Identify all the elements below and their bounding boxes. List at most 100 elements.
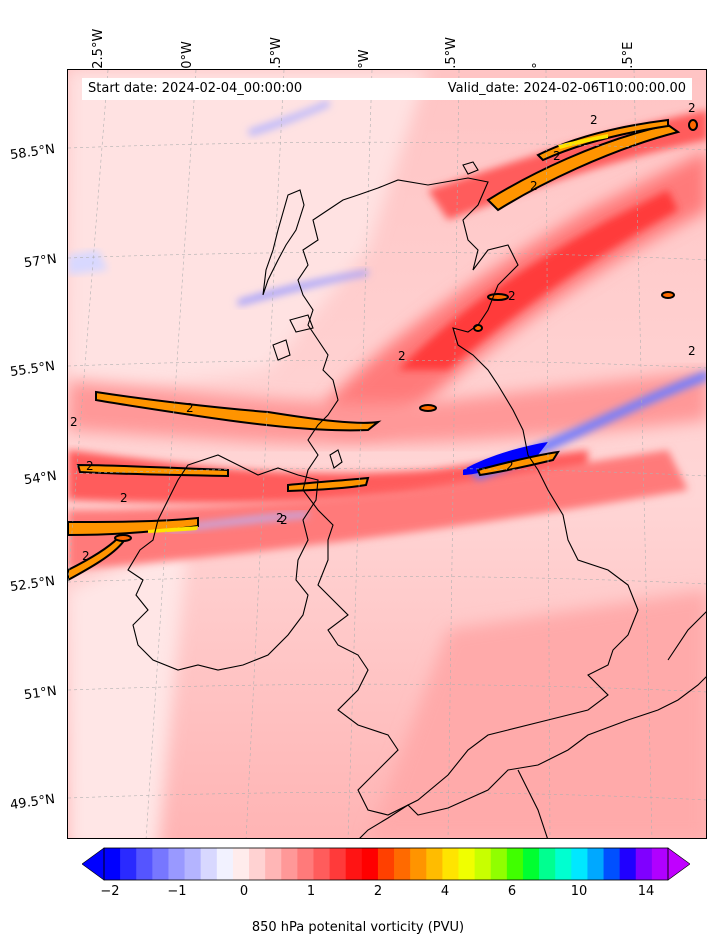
colorbar-tick-label: 14 bbox=[637, 884, 655, 899]
colorbar-swatch bbox=[539, 848, 556, 880]
colorbar-swatch bbox=[410, 848, 427, 880]
coastline-ireland bbox=[127, 454, 319, 671]
graticule-lat-6 bbox=[68, 683, 706, 693]
contour-core-north-arc bbox=[486, 123, 681, 212]
pv-negative-streak-south bbox=[168, 512, 308, 532]
lat-label-54n: 54°N bbox=[23, 468, 58, 489]
contour-label: 2 bbox=[86, 459, 94, 473]
contour-blobs bbox=[114, 119, 698, 542]
contour-yellow-core-west bbox=[148, 526, 198, 533]
pv-band-west-upper bbox=[68, 370, 706, 444]
map-panel[interactable]: 2 2 2 2 2 2 2 2 2 2 2 2 2 2 2 Start date… bbox=[67, 69, 707, 839]
contour-blob-4 bbox=[688, 119, 698, 131]
colorbar-tick-label: 0 bbox=[239, 884, 249, 899]
lat-label-55-5n: 55.5°N bbox=[9, 358, 56, 381]
contour-core-west-upper bbox=[95, 390, 382, 432]
contour-core-west-lower-b bbox=[76, 463, 229, 478]
colorbar-tick-label: 2 bbox=[373, 884, 383, 899]
coastline-great-britain bbox=[297, 177, 639, 816]
graticule-lat-7 bbox=[68, 791, 706, 801]
contour-label: 2 bbox=[506, 459, 514, 473]
contour-core-southwest bbox=[68, 536, 125, 582]
contour-label: 2 bbox=[70, 415, 78, 429]
colorbar-swatch bbox=[329, 848, 347, 880]
pv-dark-region-southeast bbox=[368, 590, 706, 838]
contour-label: 2 bbox=[590, 113, 598, 127]
colorbar-swatch bbox=[361, 848, 379, 880]
colorbar-swatch bbox=[281, 848, 298, 880]
colorbar-swatch bbox=[345, 848, 363, 880]
contour-yellow-cores bbox=[148, 134, 608, 533]
colorbar-swatch bbox=[394, 848, 411, 880]
start-date-label: Start date: 2024-02-04_00:00:00 bbox=[88, 81, 303, 96]
colorbar-swatches bbox=[104, 848, 669, 880]
colorbar-swatch bbox=[474, 848, 492, 880]
colorbar-tick-label: 6 bbox=[507, 884, 517, 899]
graticule-lon-2 bbox=[145, 70, 197, 838]
pv-negative-patch-west bbox=[68, 250, 108, 275]
graticule-lat-5 bbox=[68, 575, 706, 585]
colorbar-swatch bbox=[635, 848, 653, 880]
colorbar-swatch bbox=[265, 848, 282, 880]
coastline-islay bbox=[272, 339, 291, 361]
colorbar-tick-label: 10 bbox=[570, 884, 588, 899]
colorbar-tick-label: 4 bbox=[440, 884, 450, 899]
colorbar-swatch bbox=[555, 848, 572, 880]
coastlines bbox=[127, 161, 706, 838]
graticule-lon-4 bbox=[347, 70, 373, 838]
coastline-isle-of-man bbox=[329, 449, 343, 469]
colorbar-swatch bbox=[200, 848, 218, 880]
pv-light-region-northwest bbox=[68, 70, 428, 400]
colorbar-swatch bbox=[232, 848, 250, 880]
colorbar-swatch bbox=[442, 848, 459, 880]
contour-label: 2 bbox=[398, 349, 406, 363]
graticule-lon-1 bbox=[68, 70, 109, 588]
colorbar-tick-label: 1 bbox=[306, 884, 316, 899]
pv-map: 2 2 2 2 2 2 2 2 2 2 2 2 2 2 2 bbox=[68, 70, 706, 838]
colorbar-swatch bbox=[490, 848, 508, 880]
coastline-mull bbox=[289, 314, 314, 333]
colorbar-swatch bbox=[377, 848, 395, 880]
coastline-france-north bbox=[517, 769, 548, 838]
colorbar-swatch bbox=[168, 848, 185, 880]
colorbar-tick-label: −1 bbox=[167, 884, 187, 899]
colorbar-swatch bbox=[136, 848, 153, 880]
graticule-lon-7 bbox=[633, 70, 653, 838]
colorbar-swatch bbox=[603, 848, 621, 880]
lat-label-49-5n: 49.5°N bbox=[9, 791, 56, 814]
coastline-outer-hebrides bbox=[262, 189, 305, 296]
graticule-lon-3 bbox=[245, 70, 285, 838]
pv-negative-streak-northwest bbox=[248, 100, 330, 136]
contour-label: 2 bbox=[120, 491, 128, 505]
lat-label-57n: 57°N bbox=[23, 251, 58, 272]
colorbar-swatch bbox=[587, 848, 604, 880]
colorbar-swatch bbox=[313, 848, 330, 880]
pv-band-west-lower bbox=[68, 450, 688, 570]
colorbar-swatch bbox=[571, 848, 588, 880]
graticule-lat-4 bbox=[68, 467, 706, 477]
colorbar bbox=[82, 847, 690, 881]
colorbar-label: 850 hPa potenital vorticity (PVU) bbox=[251, 920, 465, 935]
colorbar-swatch bbox=[104, 848, 121, 880]
colorbar-over-arrow bbox=[667, 847, 690, 881]
date-header: Start date: 2024-02-04_00:00:00 Valid_da… bbox=[82, 78, 692, 100]
graticule-lat-3 bbox=[68, 359, 706, 369]
contour-core-east bbox=[476, 450, 560, 477]
contour-label: 2 bbox=[688, 344, 696, 358]
contour-label: 2 bbox=[280, 513, 288, 527]
colorbar-swatch bbox=[216, 848, 234, 880]
colorbar-swatch bbox=[249, 848, 266, 880]
contour-blob-1 bbox=[419, 404, 437, 412]
colorbar-swatch bbox=[506, 848, 524, 880]
contour-label: 2 bbox=[553, 149, 561, 163]
pv-band-scotland-core bbox=[398, 190, 678, 370]
contour-label: 2 bbox=[186, 401, 194, 415]
pv-negative-streak-north bbox=[238, 270, 368, 306]
contour-blob-5 bbox=[114, 534, 132, 542]
colorbar-under-arrow bbox=[82, 847, 105, 881]
graticule-lon-5 bbox=[447, 70, 460, 838]
contour-label: 2 bbox=[276, 511, 284, 525]
contour-blob-6 bbox=[473, 324, 483, 332]
colorbar-swatch bbox=[152, 848, 169, 880]
coastline-orkney bbox=[462, 161, 479, 175]
